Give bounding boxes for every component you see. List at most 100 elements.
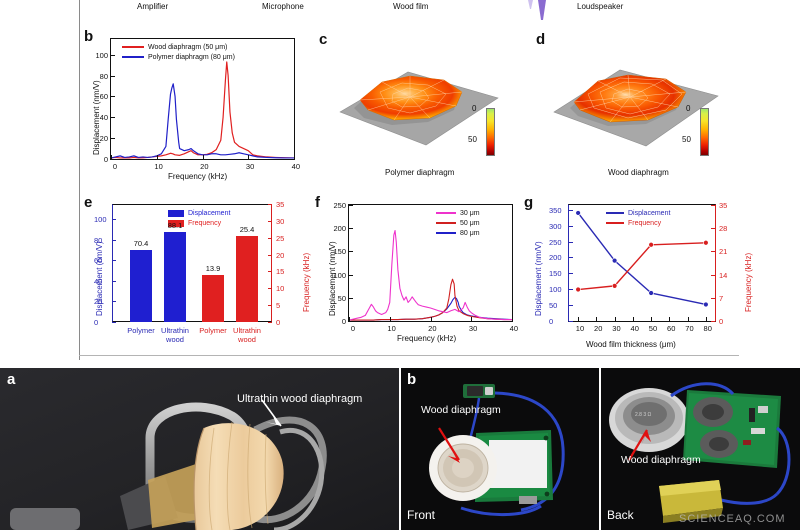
panel-g-xaxis-title: Wood film thickness (μm) xyxy=(586,340,676,349)
panel-c-label: c xyxy=(319,31,328,48)
bar-value-label: 88.1 xyxy=(167,220,183,230)
legend-label: 50 μm xyxy=(460,219,480,227)
legend-item: Polymer diaphragm (80 μm) xyxy=(122,52,235,62)
legend-label: Displacement xyxy=(188,209,231,217)
axis-tick-label: 100 xyxy=(95,50,108,60)
legend-item: Wood diaphragm (50 μm) xyxy=(122,42,235,52)
legend-swatch xyxy=(168,219,184,227)
svg-text:2.8 3 Ω: 2.8 3 Ω xyxy=(635,412,652,418)
axis-tick xyxy=(711,274,715,276)
axis-tick xyxy=(349,297,353,299)
bar xyxy=(164,231,186,322)
axis-tick-label: 5 xyxy=(276,301,281,311)
panel-d-colorbar-min: 0 xyxy=(686,104,691,113)
axis-tick-label: 20 xyxy=(276,250,285,260)
panel-b-front-corner-label: Front xyxy=(407,508,436,522)
loudspeaker-cone-icon xyxy=(528,0,546,20)
axis-tick-label: 0 xyxy=(276,318,281,327)
axis-tick-label: 50 xyxy=(648,324,658,333)
axis-tick-label: 20 xyxy=(94,297,103,307)
axis-tick-label: 80 xyxy=(94,235,103,245)
axis-tick xyxy=(111,155,112,159)
axis-tick xyxy=(569,241,573,243)
axis-tick-label: 20 xyxy=(99,134,108,144)
axis-tick-label: 0 xyxy=(549,317,554,326)
axis-tick-label: 30 xyxy=(276,216,285,226)
axis-tick-label: 10 xyxy=(387,324,396,333)
panel-a-annotation: Ultrathin wood diaphragm xyxy=(237,393,363,405)
axis-tick-label: 40 xyxy=(99,113,108,123)
axis-tick-label: 100 xyxy=(94,215,107,225)
legend-swatch xyxy=(436,212,456,214)
axis-tick xyxy=(202,155,204,159)
axis-tick-label: 15 xyxy=(276,267,285,277)
axis-tick xyxy=(112,301,116,303)
axis-tick xyxy=(349,317,350,321)
panel-g-legend: Displacement Frequency xyxy=(606,208,670,228)
axis-tick xyxy=(268,254,272,256)
axis-tick xyxy=(111,54,115,56)
axis-tick xyxy=(711,251,715,253)
axis-tick xyxy=(112,322,116,323)
bar-value-label: 25.4 xyxy=(239,225,255,235)
axis-tick-label: 200 xyxy=(549,253,562,263)
panel-a-render: a Ultrathin wood diaphragm xyxy=(0,368,399,530)
panel-d-colorbar-max: 50 xyxy=(682,135,691,144)
axis-tick xyxy=(687,317,689,321)
axis-tick xyxy=(112,260,116,262)
axis-tick xyxy=(711,297,715,299)
panel-c-caption: Polymer diaphragm xyxy=(385,168,455,177)
axis-tick xyxy=(112,239,116,241)
axis-tick-label: 80 xyxy=(99,71,108,81)
bar-category-label: Polymer xyxy=(127,326,155,335)
axis-tick xyxy=(651,317,653,321)
axis-tick xyxy=(112,219,116,221)
axis-tick-label: 0 xyxy=(112,162,117,171)
axis-tick-label: 50 xyxy=(337,293,346,303)
legend-swatch xyxy=(122,46,144,48)
legend-label: Frequency xyxy=(188,219,222,227)
axis-tick xyxy=(111,117,115,119)
figure-bottom-border xyxy=(79,355,739,356)
legend-swatch xyxy=(168,209,184,217)
legend-swatch xyxy=(606,212,624,214)
figure-left-border xyxy=(79,0,80,360)
axis-tick xyxy=(111,138,115,140)
panel-b-photo-back: 2.8 3 Ω Wood diaphragm Back S xyxy=(601,368,800,530)
legend-item: Displacement xyxy=(168,208,230,218)
axis-tick xyxy=(569,321,573,322)
axis-tick xyxy=(156,155,158,159)
panel-b-photos-label: b xyxy=(407,371,417,388)
legend-label: Polymer diaphragm (80 μm) xyxy=(148,53,235,61)
axis-tick-label: 10 xyxy=(276,284,285,294)
legend-item: Frequency xyxy=(168,218,230,228)
axis-tick xyxy=(112,280,116,282)
axis-tick xyxy=(569,305,573,307)
top-label-wood-film: Wood film xyxy=(393,2,429,11)
axis-tick xyxy=(111,159,115,160)
bar-value-label: 70.4 xyxy=(133,238,149,248)
panel-b-photo-front: b Wood diaphragm Front xyxy=(401,368,599,530)
axis-tick xyxy=(569,209,573,211)
legend-label: 80 μm xyxy=(460,229,480,237)
axis-tick xyxy=(711,205,715,206)
panel-b-back-annotation: Wood diaphragm xyxy=(621,454,701,466)
panel-b-back-corner-label: Back xyxy=(607,508,634,522)
axis-tick xyxy=(578,317,580,321)
axis-tick xyxy=(111,75,115,77)
axis-tick-label: 150 xyxy=(333,247,346,257)
axis-tick xyxy=(669,317,671,321)
axis-tick-label: 30 xyxy=(468,324,478,333)
legend-item: 50 μm xyxy=(436,218,480,228)
watermark: SCIENCEAQ.COM xyxy=(679,513,786,525)
axis-tick-label: 28 xyxy=(719,224,728,234)
panel-f-legend: 30 μm 50 μm 80 μm xyxy=(436,208,480,238)
bar xyxy=(236,236,258,322)
axis-tick-label: 35 xyxy=(719,201,728,210)
panel-e-label: e xyxy=(84,194,93,211)
bar-value-label: 13.9 xyxy=(205,264,221,274)
axis-tick-label: 0 xyxy=(350,324,355,333)
panel-g-yaxis-title: Displacement (nm/V) xyxy=(534,241,543,316)
axis-tick xyxy=(430,317,432,321)
axis-tick-label: 10 xyxy=(575,324,585,333)
